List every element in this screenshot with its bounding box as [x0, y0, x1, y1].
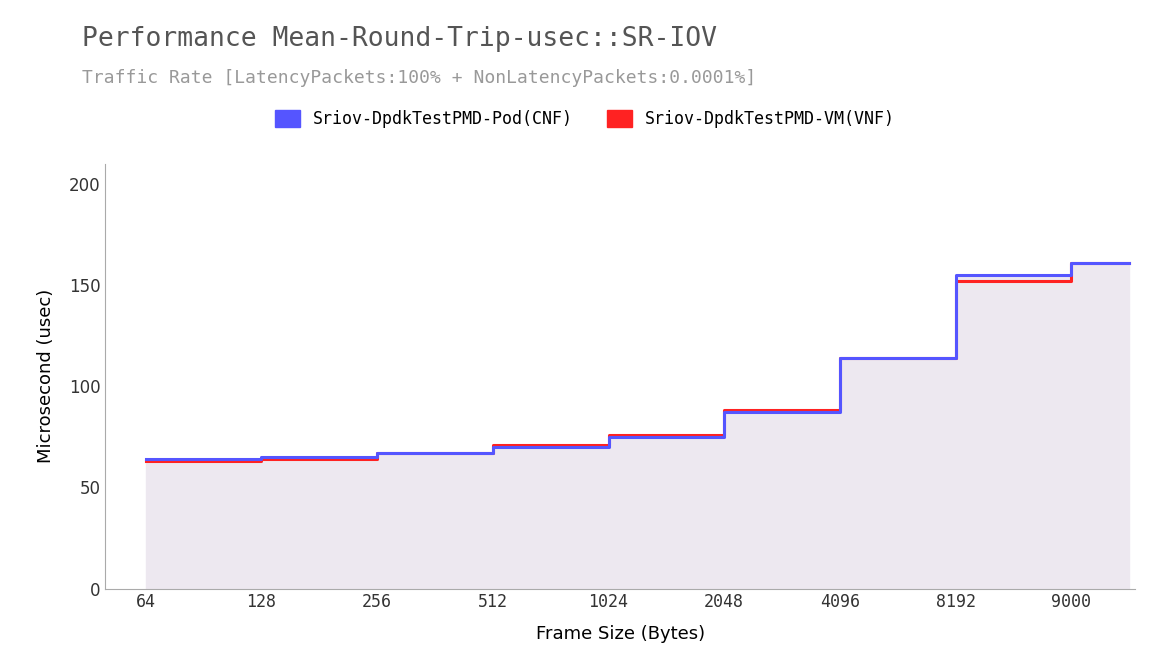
- Y-axis label: Microsecond (usec): Microsecond (usec): [37, 289, 55, 463]
- X-axis label: Frame Size (Bytes): Frame Size (Bytes): [536, 625, 704, 644]
- Text: Performance Mean-Round-Trip-usec::SR-IOV: Performance Mean-Round-Trip-usec::SR-IOV: [82, 26, 717, 52]
- Text: Traffic Rate [LatencyPackets:100% + NonLatencyPackets:0.0001%]: Traffic Rate [LatencyPackets:100% + NonL…: [82, 69, 756, 87]
- Legend: Sriov-DpdkTestPMD-Pod(CNF), Sriov-DpdkTestPMD-VM(VNF): Sriov-DpdkTestPMD-Pod(CNF), Sriov-DpdkTe…: [268, 103, 902, 135]
